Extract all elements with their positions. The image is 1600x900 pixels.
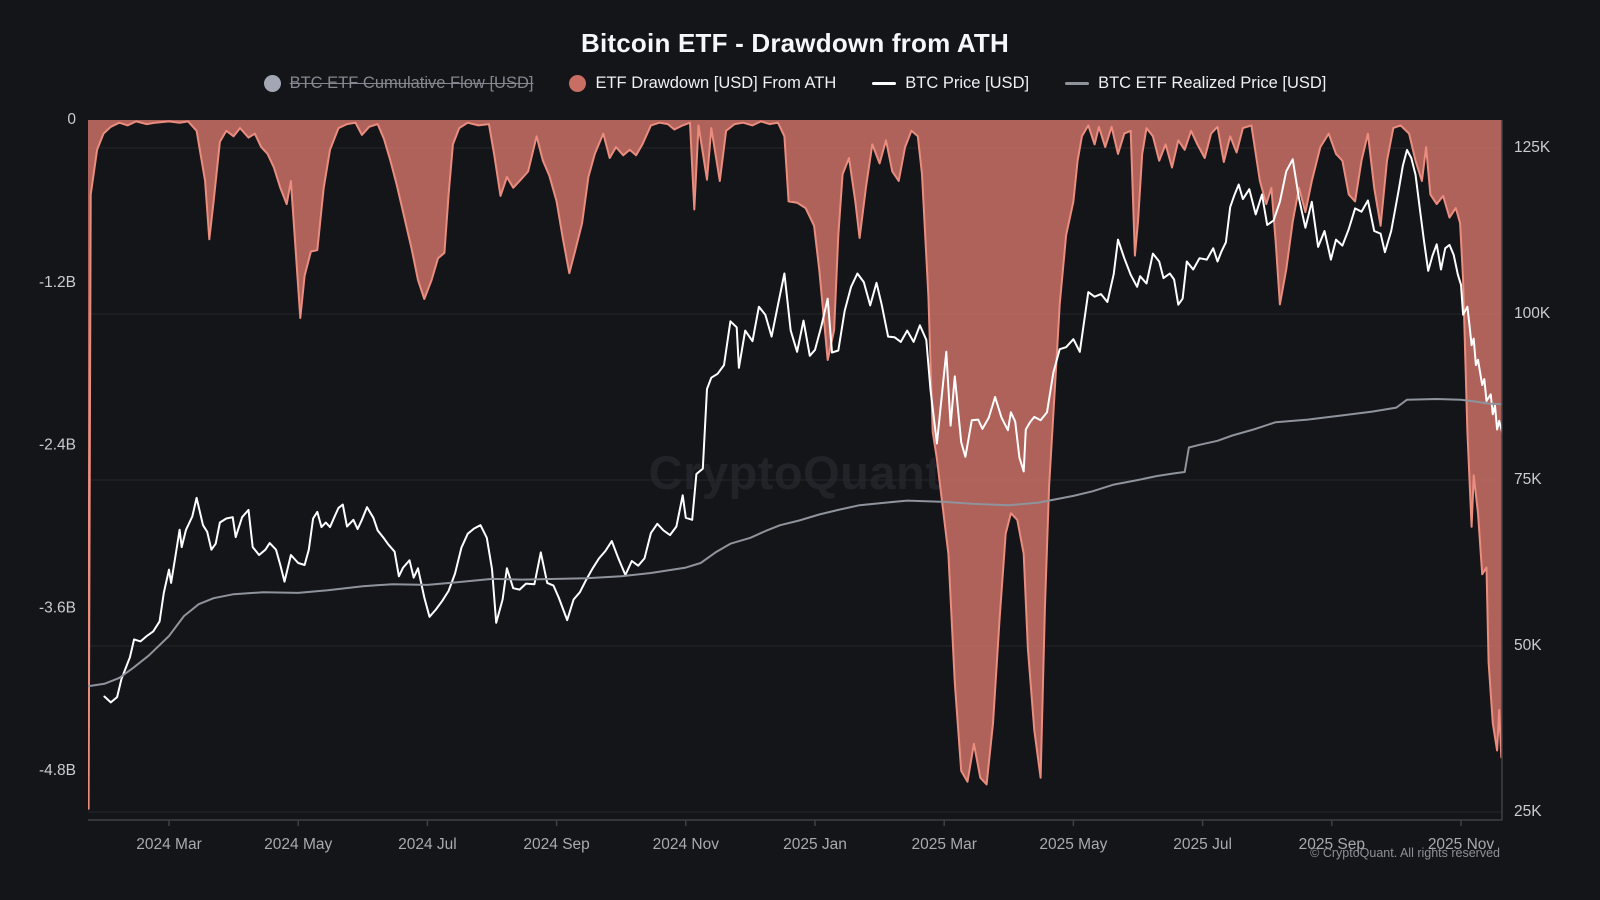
x-axis: 2024 Mar 2024 May 2024 Jul 2024 Sep 2024 Nov… [136,820,1494,853]
x-axis-tick-label: 2024 Jul [398,836,457,853]
drawdown-area [88,120,1502,809]
y-axis-right-tick-label: 125K [1514,139,1551,156]
legend-item-cumulative-flow[interactable]: BTC ETF Cumulative Flow [USD] [263,74,534,93]
circle-marker-icon [263,75,281,92]
y-axis-right: 125K 100K 75K 50K 25K [1514,139,1551,820]
y-axis-left-tick-label: 0 [67,111,76,128]
realized-price-line [88,398,1502,688]
drawdown-edge [88,120,1502,810]
y-axis-left-tick-label: -4.8B [39,762,76,779]
x-axis-tick-label: 2024 May [264,836,332,853]
x-axis-tick-label: 2025 May [1039,836,1107,853]
y-axis-right-tick-label: 100K [1514,305,1551,322]
legend-item-label: BTC Price [USD] [905,74,1030,92]
x-axis-tick-label: 2025 Mar [911,836,976,853]
y-axis-right-tick-label: 25K [1514,803,1542,820]
x-axis-tick-label: 2025 Jul [1173,836,1232,853]
x-axis-tick-label: 2024 Nov [653,836,720,853]
y-axis-left: 0 -1.2B -2.4B -3.6B -4.8B [39,111,76,779]
plot-area [88,120,1502,810]
legend-item-label: ETF Drawdown [USD] From ATH [595,74,837,92]
legend: BTC ETF Cumulative Flow [USD] ETF Drawdo… [88,74,1502,93]
y-axis-left-tick-label: -1.2B [39,274,76,291]
page-title: Bitcoin ETF - Drawdown from ATH [581,28,1009,58]
legend-item-realized-price[interactable]: BTC ETF Realized Price [USD] [1065,74,1326,93]
y-axis-left-tick-label: -3.6B [39,599,76,616]
x-axis-tick-label: 2024 Mar [136,836,201,853]
x-axis-tick-label: 2025 Jan [783,836,847,853]
legend-item-etf-drawdown[interactable]: ETF Drawdown [USD] From ATH [569,74,836,93]
x-axis-tick-label: 2025 Nov [1428,836,1495,853]
line-marker-icon [872,82,897,85]
copyright-note: © CryptoQuant. All rights reserved [1310,846,1500,860]
x-axis-tick-label: 2025 Sep [1299,836,1365,853]
axis-frame [88,120,1503,821]
line-marker-icon [1065,82,1090,85]
legend-item-btc-price[interactable]: BTC Price [USD] [872,74,1029,93]
x-axis-tick-label: 2024 Sep [523,836,589,853]
circle-marker-icon [569,75,587,92]
legend-item-label: BTC ETF Cumulative Flow [USD] [289,74,534,92]
y-axis-right-tick-label: 50K [1514,637,1542,654]
y-axis-right-tick-label: 75K [1514,471,1542,488]
legend-item-label: BTC ETF Realized Price [USD] [1098,74,1327,92]
btc-price-line [103,149,1502,704]
y-axis-left-tick-label: -2.4B [39,437,76,454]
